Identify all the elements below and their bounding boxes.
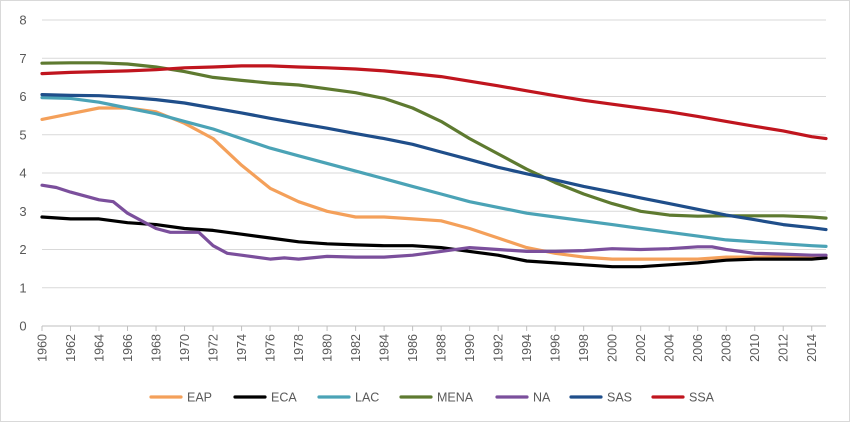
y-axis: 0 1 2 3 4 5 6 7 8 [19, 13, 26, 334]
series-lines [40, 61, 828, 269]
x-tick-label: 1978 [292, 334, 306, 362]
y-tick-label: 6 [19, 89, 26, 104]
legend-label-sas: SAS [607, 391, 632, 405]
x-tick-label: 2010 [748, 334, 762, 362]
y-tick-label: 7 [19, 51, 26, 66]
x-tick-label: 2006 [691, 334, 705, 362]
x-tick-label: 1974 [235, 334, 249, 362]
x-tick-label: 1964 [93, 334, 107, 362]
x-tick-label: 1996 [549, 334, 563, 362]
legend-label-eca: ECA [271, 391, 297, 405]
legend-label-mena: MENA [437, 391, 474, 405]
x-tick-label: 1988 [435, 334, 449, 362]
series-line-na [40, 183, 828, 261]
legend-label-lac: LAC [355, 391, 379, 405]
x-tick-label: 1972 [207, 334, 221, 362]
legend-label-ssa: SSA [689, 391, 715, 405]
x-tick-label: 1990 [463, 334, 477, 362]
y-tick-label: 4 [19, 166, 26, 181]
x-tick-label: 1968 [150, 334, 164, 362]
x-tick-label: 2000 [606, 334, 620, 362]
x-tick-label: 1980 [321, 334, 335, 362]
series-line-lac [40, 96, 828, 248]
series-line-mena [40, 61, 828, 220]
x-tick-label: 1960 [36, 334, 50, 362]
x-tick-label: 1992 [492, 334, 506, 362]
x-tick-label: 1994 [520, 334, 534, 362]
x-axis: 1960 1962 1964 1966 1968 1970 1972 1974 1976 1978… [36, 326, 819, 362]
x-tick-label: 1982 [349, 334, 363, 362]
x-tick-label: 2002 [634, 334, 648, 362]
x-tick-label: 1962 [64, 334, 78, 362]
legend-label-eap: EAP [187, 391, 212, 405]
legend: EAP ECA LAC MENA NA SAS SSA [149, 391, 715, 405]
x-tick-label: 1984 [378, 334, 392, 362]
y-tick-label: 1 [19, 280, 26, 295]
x-tick-label: 1970 [178, 334, 192, 362]
y-tick-label: 5 [19, 127, 26, 142]
series-line-sas [40, 93, 828, 232]
x-tick-label: 1986 [406, 334, 420, 362]
x-tick-label: 1998 [577, 334, 591, 362]
x-tick-label: 2014 [805, 334, 819, 362]
series-line-ssa [40, 64, 828, 141]
y-tick-label: 0 [19, 319, 26, 334]
x-tick-label: 2012 [777, 334, 791, 362]
gridlines [42, 19, 826, 327]
y-tick-label: 2 [19, 242, 26, 257]
legend-label-na: NA [533, 391, 551, 405]
y-tick-label: 8 [19, 13, 26, 28]
x-tick-label: 2004 [663, 334, 677, 362]
y-tick-label: 3 [19, 204, 26, 219]
x-tick-label: 1966 [121, 334, 135, 362]
series-line-eca [40, 215, 828, 269]
x-tick-label: 1976 [264, 334, 278, 362]
x-tick-label: 2008 [720, 334, 734, 362]
